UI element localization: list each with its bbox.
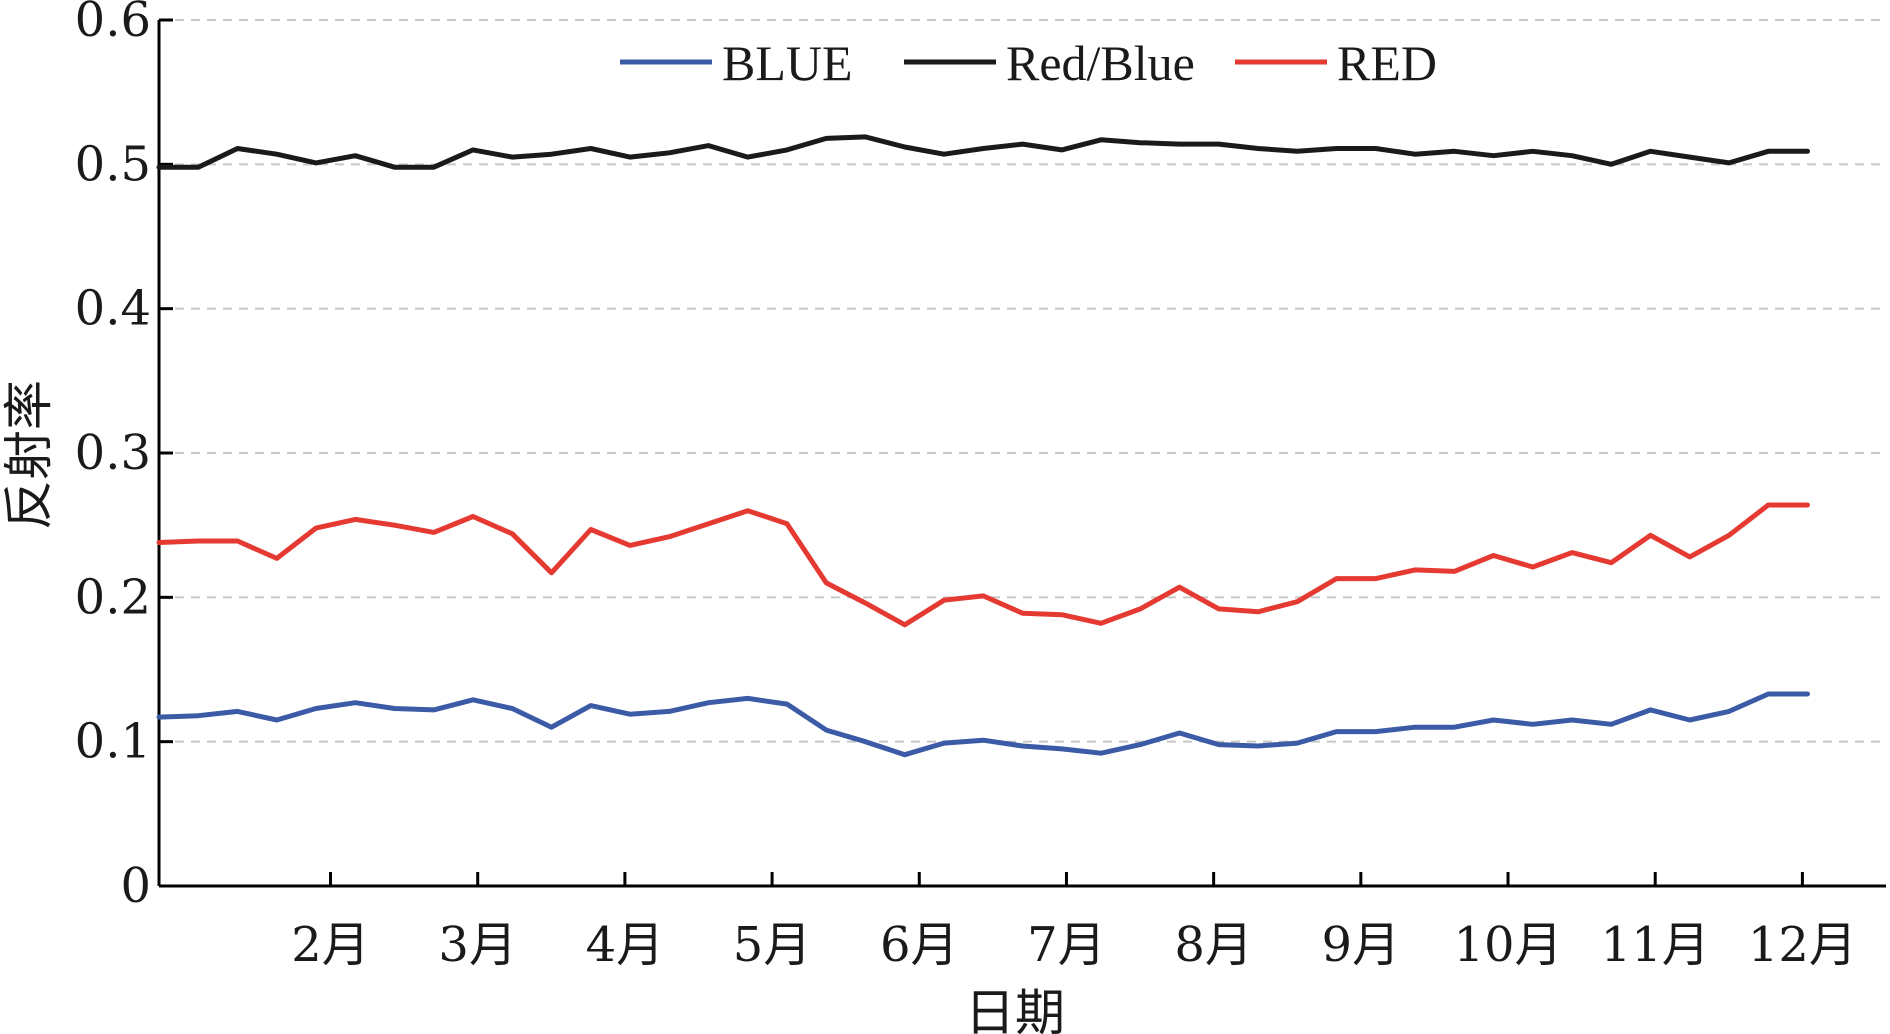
x-tick-label: 4月 — [586, 917, 665, 973]
x-tick-label: 3月 — [438, 917, 517, 973]
y-tick-label: 0.3 — [75, 425, 151, 481]
x-tick-label: 2月 — [291, 917, 370, 973]
x-tick-label: 9月 — [1322, 917, 1401, 973]
y-tick-label: 0.6 — [75, 0, 151, 48]
legend-label: Red/Blue — [1006, 35, 1195, 91]
y-tick-label: 0.2 — [75, 569, 151, 625]
y-axis-title: 反射率 — [0, 380, 58, 530]
gridlines — [159, 19, 1886, 743]
legend-label: RED — [1337, 35, 1437, 91]
x-axis-title: 日期 — [965, 984, 1065, 1034]
x-tick-label: 10月 — [1453, 917, 1562, 973]
x-tick-label: 11月 — [1601, 917, 1710, 973]
series-lines — [156, 134, 1810, 758]
x-tick-labels: 2月 3月 4月 5月 6月 7月 8月 9月 10月 11月 12月 — [291, 917, 1857, 973]
series-line-red-blue — [156, 134, 1810, 170]
legend: BLUE Red/Blue RED — [620, 35, 1437, 91]
series-line-red — [156, 502, 1810, 628]
y-tick-label: 0.4 — [75, 281, 151, 337]
y-tick-label: 0.5 — [75, 136, 151, 192]
y-tick-label: 0 — [120, 858, 151, 914]
x-tick-label: 7月 — [1027, 917, 1106, 973]
x-tick-label: 12月 — [1748, 917, 1857, 973]
axes — [157, 18, 1886, 888]
x-tick-label: 8月 — [1174, 917, 1253, 973]
x-tick-label: 6月 — [880, 917, 959, 973]
series-line-blue — [156, 691, 1810, 758]
y-tick-labels: 0 0.1 0.2 0.3 0.4 0.5 0.6 — [75, 0, 151, 914]
y-tick-label: 0.1 — [75, 714, 151, 770]
legend-label: BLUE — [722, 35, 853, 91]
x-tick-label: 5月 — [733, 917, 812, 973]
